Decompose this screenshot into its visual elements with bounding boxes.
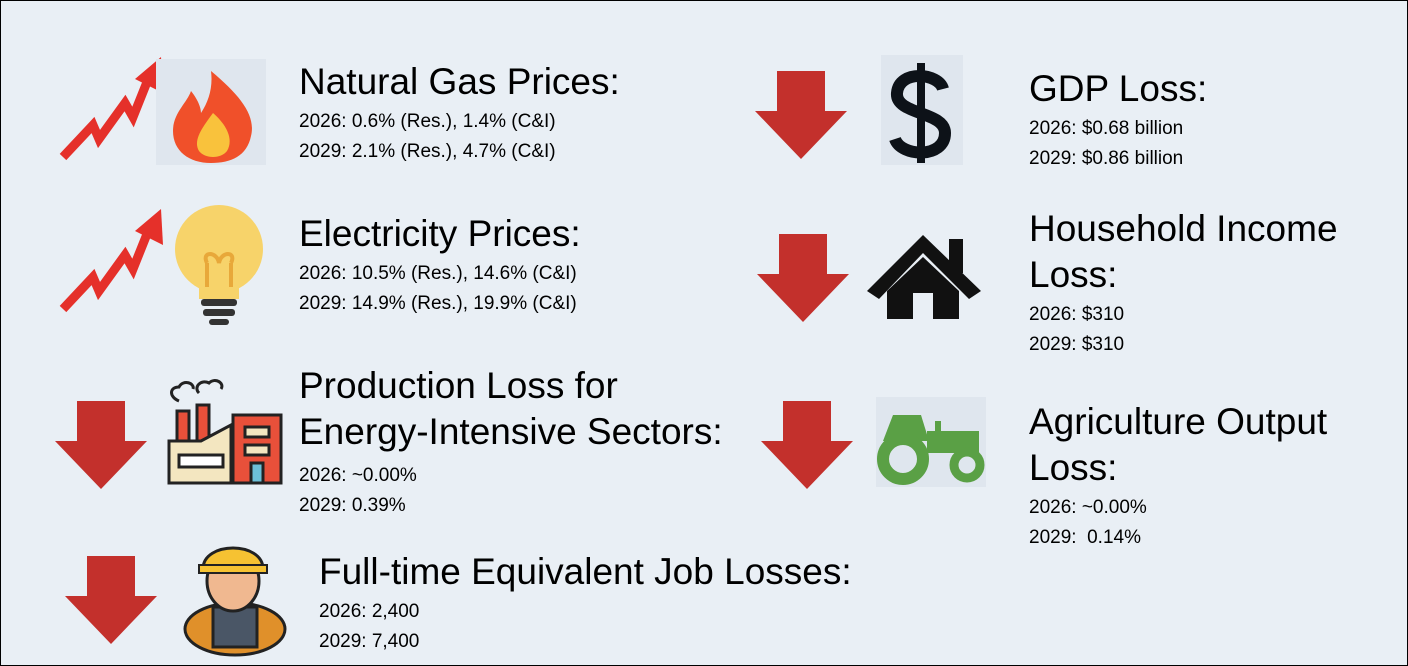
stat-lines: 2026: ~0.00% 2029: 0.39% <box>299 461 723 521</box>
down-arrow <box>755 71 847 159</box>
down-arrow <box>757 234 849 322</box>
stat-lines: 2026: ~0.00% 2029: 0.14% <box>1029 493 1327 553</box>
stat-title: Full-time Equivalent Job Losses: <box>319 551 852 592</box>
up-arrow <box>63 57 163 157</box>
down-arrow <box>761 401 853 489</box>
house-icon <box>867 235 981 319</box>
stat-title: Natural Gas Prices: <box>299 61 620 102</box>
stat-line: 2029: 0.39% <box>299 495 406 516</box>
stat-title: Household Income <box>1029 208 1338 249</box>
stat-title: Agriculture Output <box>1029 401 1328 442</box>
factory-icon <box>167 379 283 485</box>
tractor-icon <box>876 397 986 487</box>
stat-item: Full-time Equivalent Job Losses: 2026: 2,… <box>319 549 852 657</box>
stat-line: 2029: $0.86 billion <box>1029 148 1184 169</box>
stat-title: GDP Loss: <box>1029 68 1208 109</box>
stat-line: 2026: $0.68 billion <box>1029 118 1184 139</box>
stat-lines: 2026: $0.68 billion 2029: $0.86 billion <box>1029 114 1207 174</box>
stat-lines: 2026: 2,400 2029: 7,400 <box>319 597 852 657</box>
stat-lines: 2026: $310 2029: $310 <box>1029 300 1338 360</box>
stat-line: 2029: 7,400 <box>319 631 420 652</box>
stat-line: 2026: ~0.00% <box>1029 497 1147 518</box>
stat-line: 2029: 2.1% (Res.), 4.7% (C&I) <box>299 141 556 162</box>
stat-line: 2026: 0.6% (Res.), 1.4% (C&I) <box>299 111 556 132</box>
stat-lines: 2026: 0.6% (Res.), 1.4% (C&I) 2029: 2.1% … <box>299 107 620 167</box>
stat-line: 2026: 2,400 <box>319 601 420 622</box>
stat-lines: 2026: 10.5% (Res.), 14.6% (C&I) 2029: 14.… <box>299 259 581 319</box>
stat-line: 2026: $310 <box>1029 304 1125 325</box>
stat-item: Electricity Prices: 2026: 10.5% (Res.), 1… <box>299 211 581 319</box>
stat-item: GDP Loss: 2026: $0.68 billion 2029: $0.86 … <box>1029 66 1207 174</box>
stat-item: Agriculture Output Loss: 2026: ~0.00% 2029:… <box>1029 399 1327 553</box>
stat-title: Electricity Prices: <box>299 213 581 254</box>
bulb-icon <box>175 205 263 325</box>
up-arrow <box>63 209 163 309</box>
stat-item: Household Income Loss: 2026: $310 2029: $31… <box>1029 206 1338 360</box>
stat-item: Production Loss for Energy-Intensive Sect… <box>299 363 723 521</box>
worker-icon <box>183 546 287 657</box>
stat-line: 2026: ~0.00% <box>299 465 417 486</box>
flame-icon <box>156 59 266 165</box>
stat-line: 2029: 0.14% <box>1029 527 1141 548</box>
stat-item: Natural Gas Prices: 2026: 0.6% (Res.), 1.… <box>299 59 620 167</box>
stat-title: Production Loss for <box>299 365 618 406</box>
stat-line: 2026: 10.5% (Res.), 14.6% (C&I) <box>299 263 577 284</box>
dollar-icon <box>881 55 963 165</box>
stat-title: Loss: <box>1029 447 1118 488</box>
stat-line: 2029: $310 <box>1029 334 1125 355</box>
down-arrow <box>55 401 147 489</box>
stat-title: Energy-Intensive Sectors: <box>299 411 723 452</box>
stat-line: 2029: 14.9% (Res.), 19.9% (C&I) <box>299 293 577 314</box>
stat-title: Loss: <box>1029 254 1118 295</box>
down-arrow <box>65 556 157 644</box>
